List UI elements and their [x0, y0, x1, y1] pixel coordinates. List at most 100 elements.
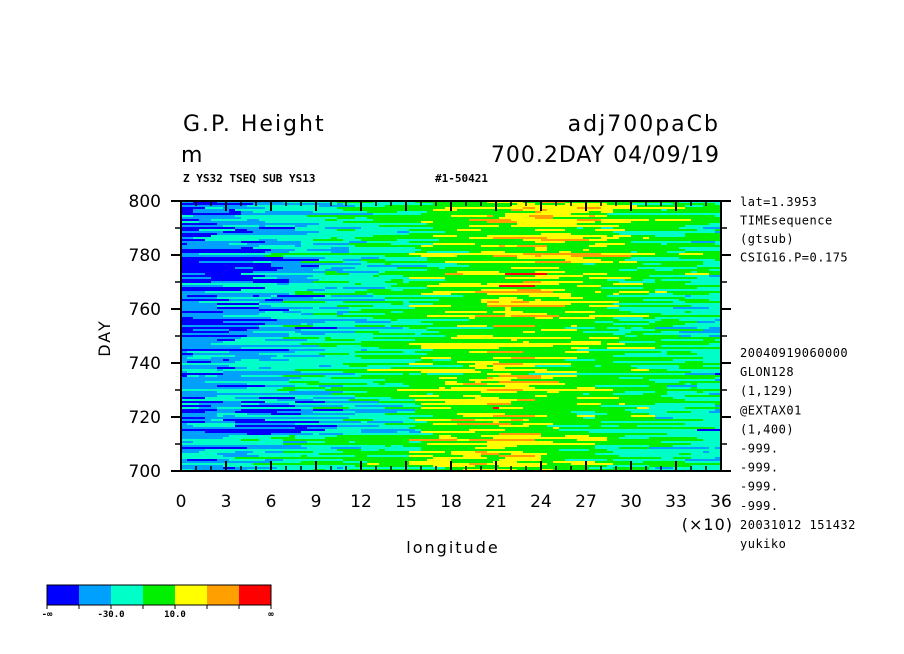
heat-cell — [421, 359, 428, 362]
heat-cell — [223, 257, 242, 260]
heat-cell — [703, 309, 721, 312]
heat-cell — [475, 419, 482, 422]
heat-cell — [619, 309, 656, 312]
heat-cell — [223, 467, 236, 470]
heat-cell — [379, 253, 404, 256]
heat-cell — [229, 415, 236, 418]
heat-cell — [385, 443, 428, 446]
heat-cell — [625, 229, 638, 232]
heat-cell — [403, 335, 416, 338]
heat-cell — [613, 257, 632, 260]
heat-cell — [235, 227, 254, 230]
heat-cell — [241, 247, 254, 250]
heat-cell — [277, 215, 308, 218]
heat-cell — [457, 381, 476, 384]
heat-cell — [487, 373, 512, 376]
heat-cell — [685, 251, 698, 254]
heat-cell — [271, 373, 290, 376]
heat-cell — [313, 391, 344, 394]
heat-cell — [325, 369, 368, 372]
heat-cell — [211, 393, 218, 396]
heat-cell — [451, 459, 470, 462]
heat-cell — [595, 241, 614, 244]
colorbar-swatch — [175, 585, 208, 605]
heat-cell — [445, 311, 488, 314]
heat-cell — [709, 433, 721, 436]
heat-cell — [319, 305, 338, 308]
heat-cell — [559, 445, 566, 448]
heat-cell — [211, 215, 236, 218]
heat-cell — [631, 455, 650, 458]
heat-cell — [193, 317, 230, 320]
heat-cell — [517, 431, 524, 434]
heat-cell — [655, 219, 692, 222]
heat-cell — [475, 423, 512, 426]
heat-cell — [349, 275, 374, 278]
heat-cell — [517, 397, 536, 400]
heat-cell — [715, 427, 721, 430]
heat-cell — [289, 349, 320, 352]
heat-cell — [283, 231, 320, 234]
heat-cell — [709, 367, 721, 370]
heat-cell — [331, 421, 362, 424]
heat-cell — [307, 251, 314, 254]
heat-cell — [565, 225, 578, 228]
heat-cell — [451, 211, 488, 214]
heat-cell — [421, 249, 428, 252]
heat-cell — [235, 249, 248, 252]
heat-cell — [277, 259, 320, 262]
heat-cell — [613, 393, 638, 396]
heat-cell — [277, 341, 284, 344]
heat-cell — [259, 273, 290, 276]
heat-cell — [319, 223, 338, 226]
heat-cell — [613, 381, 620, 384]
heat-cell — [301, 223, 320, 226]
heat-cell — [445, 455, 464, 458]
heat-cell — [193, 425, 236, 428]
heat-cell — [229, 267, 236, 270]
heat-cell — [259, 353, 296, 356]
heat-cell — [265, 233, 308, 236]
heat-cell — [571, 303, 602, 306]
heat-cell — [607, 203, 614, 206]
heat-cell — [187, 245, 218, 248]
heat-cell — [439, 289, 482, 292]
heat-cell — [631, 425, 638, 428]
heat-cell — [523, 331, 536, 334]
heat-cell — [631, 251, 638, 254]
heat-cell — [241, 319, 278, 322]
heat-cell — [619, 223, 656, 226]
heat-cell — [229, 219, 248, 222]
heat-cell — [181, 305, 188, 308]
heat-cell — [223, 455, 236, 458]
heat-cell — [301, 249, 308, 252]
heat-cell — [583, 289, 626, 292]
heat-cell — [589, 223, 614, 226]
heat-cell — [547, 249, 584, 252]
heat-cell — [181, 289, 212, 292]
heat-cell — [277, 359, 290, 362]
heat-cell — [277, 411, 290, 414]
heat-cell — [349, 441, 356, 444]
heat-cell — [481, 467, 500, 470]
heat-cell — [523, 389, 566, 392]
heat-cell — [499, 229, 536, 232]
heat-cell — [517, 283, 560, 286]
heat-cell — [607, 235, 614, 238]
heat-cell — [577, 285, 602, 288]
heat-cell — [649, 413, 680, 416]
heat-cell — [223, 315, 260, 318]
heat-cell — [409, 319, 452, 322]
heat-cell — [367, 433, 398, 436]
heat-cell — [445, 411, 458, 414]
heat-cell — [685, 395, 721, 398]
heat-cell — [181, 279, 188, 282]
heat-cell — [565, 439, 578, 442]
heat-cell — [703, 369, 721, 372]
heat-cell — [433, 323, 440, 326]
heat-cell — [247, 293, 290, 296]
heat-cell — [673, 457, 686, 460]
heat-cell — [265, 323, 302, 326]
heat-cell — [379, 399, 416, 402]
heat-cell — [613, 235, 632, 238]
